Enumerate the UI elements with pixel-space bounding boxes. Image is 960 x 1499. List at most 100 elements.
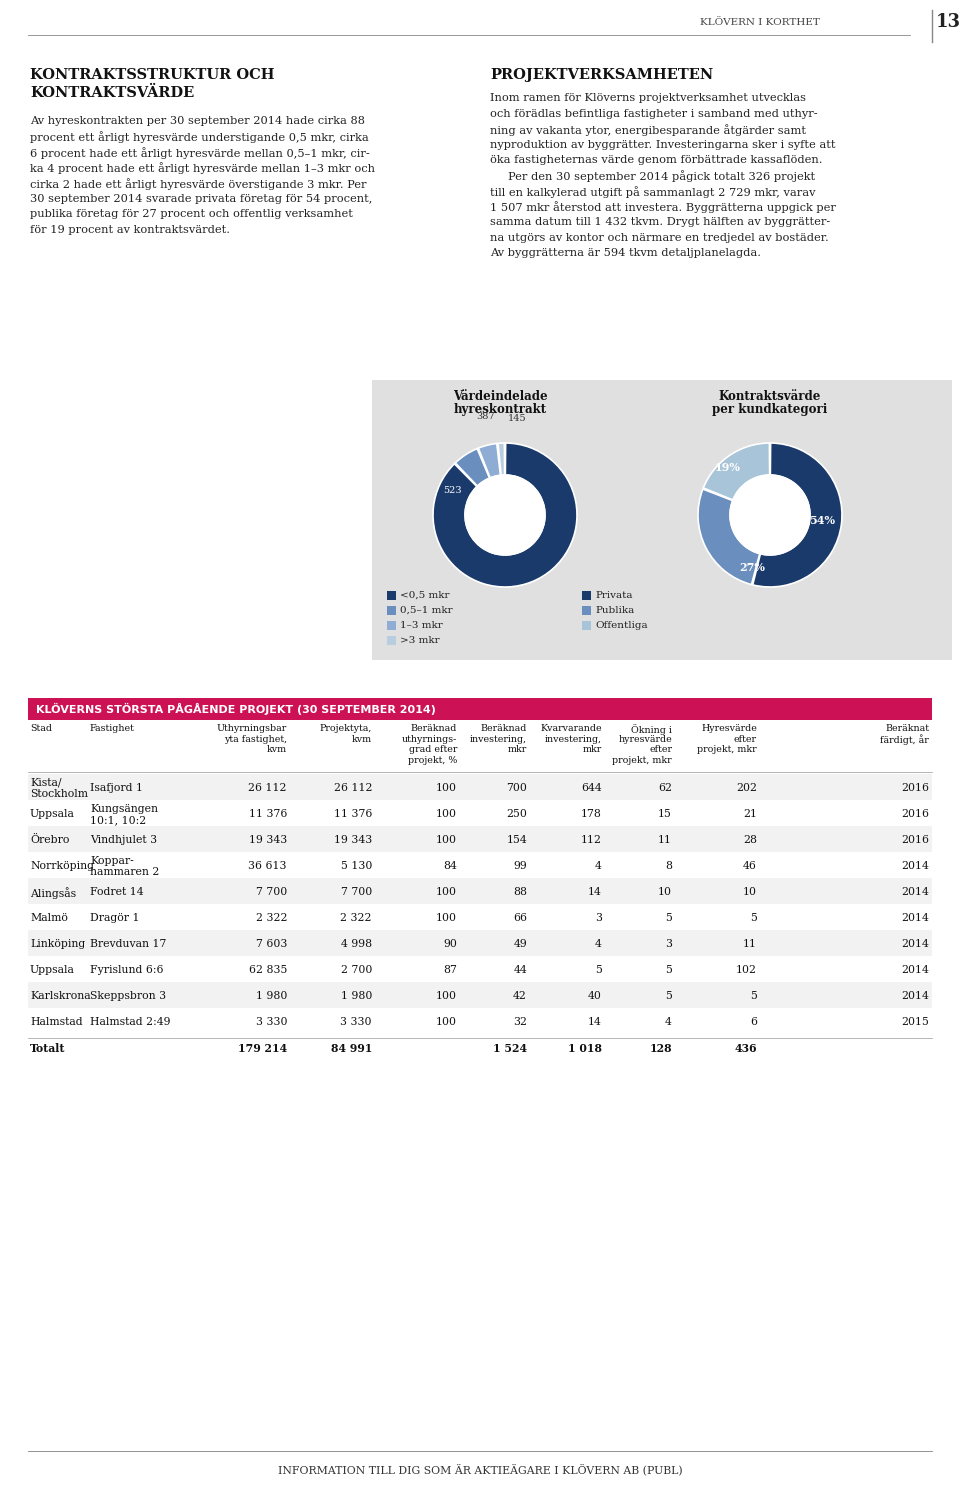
Text: 387: 387 — [476, 412, 495, 421]
Text: 21: 21 — [743, 809, 757, 820]
Text: 99: 99 — [514, 862, 527, 871]
Text: 100: 100 — [436, 835, 457, 845]
Text: 5: 5 — [665, 965, 672, 976]
Text: 87: 87 — [444, 965, 457, 976]
Text: projekt, mkr: projekt, mkr — [612, 755, 672, 764]
Text: 62: 62 — [658, 784, 672, 793]
Text: INFORMATION TILL DIG SOM ÄR AKTIEÄGARE I KLÖVERN AB (PUBL): INFORMATION TILL DIG SOM ÄR AKTIEÄGARE I… — [277, 1463, 683, 1475]
Text: 2 322: 2 322 — [341, 913, 372, 923]
Text: Stockholm: Stockholm — [30, 788, 88, 799]
Text: 26 112: 26 112 — [249, 784, 287, 793]
Text: 1 980: 1 980 — [255, 991, 287, 1001]
Text: 88: 88 — [513, 887, 527, 898]
Text: kvm: kvm — [267, 745, 287, 754]
Text: 6: 6 — [750, 1018, 757, 1027]
Text: 5: 5 — [665, 991, 672, 1001]
Text: Stad: Stad — [30, 724, 52, 733]
Text: 100: 100 — [436, 1018, 457, 1027]
Text: Privata: Privata — [595, 591, 633, 600]
Text: Kontraktsvärde: Kontraktsvärde — [719, 390, 821, 403]
Bar — [387, 606, 396, 615]
Text: 13: 13 — [935, 13, 960, 31]
Text: Koppar-: Koppar- — [90, 856, 133, 865]
Text: Karlskrona: Karlskrona — [30, 991, 90, 1001]
Bar — [387, 591, 396, 600]
Text: Per den 30 september 2014 pågick totalt 326 projekt: Per den 30 september 2014 pågick totalt … — [490, 171, 815, 183]
Text: Dragör 1: Dragör 1 — [90, 913, 139, 923]
Text: 10:1, 10:2: 10:1, 10:2 — [90, 815, 146, 824]
Text: 100: 100 — [436, 991, 457, 1001]
Text: 36 613: 36 613 — [249, 862, 287, 871]
Text: 2014: 2014 — [901, 991, 929, 1001]
Text: 2 700: 2 700 — [341, 965, 372, 976]
Text: Isafjord 1: Isafjord 1 — [90, 784, 143, 793]
Text: Inom ramen för Klöverns projektverksamhet utvecklas: Inom ramen för Klöverns projektverksamhe… — [490, 93, 806, 103]
Text: 100: 100 — [436, 784, 457, 793]
Text: 27%: 27% — [739, 562, 765, 573]
Text: 100: 100 — [436, 913, 457, 923]
Text: till en kalkylerad utgift på sammanlagt 2 729 mkr, varav: till en kalkylerad utgift på sammanlagt … — [490, 186, 815, 198]
Text: 4: 4 — [595, 940, 602, 949]
Text: Uppsala: Uppsala — [30, 965, 75, 976]
Text: Totalt: Totalt — [30, 1043, 65, 1054]
Text: procent ett årligt hyresvärde understigande 0,5 mkr, cirka: procent ett årligt hyresvärde understiga… — [30, 132, 369, 144]
Text: 2015: 2015 — [901, 1018, 929, 1027]
Text: 44: 44 — [514, 965, 527, 976]
Text: KONTRAKTSVÄRDE: KONTRAKTSVÄRDE — [30, 85, 194, 100]
Text: 10: 10 — [658, 887, 672, 898]
Text: 5: 5 — [750, 991, 757, 1001]
Text: yta fastighet,: yta fastighet, — [224, 735, 287, 744]
Text: investering,: investering, — [545, 735, 602, 744]
Text: 5: 5 — [595, 965, 602, 976]
Text: Skeppsbron 3: Skeppsbron 3 — [90, 991, 166, 1001]
Text: Uppsala: Uppsala — [30, 809, 75, 820]
Text: grad efter: grad efter — [409, 745, 457, 754]
Text: 523: 523 — [444, 486, 463, 495]
Text: 145: 145 — [508, 414, 527, 423]
Text: mkr: mkr — [583, 745, 602, 754]
Text: Fyrislund 6:6: Fyrislund 6:6 — [90, 965, 163, 976]
Bar — [28, 929, 932, 956]
Text: 26 112: 26 112 — [333, 784, 372, 793]
Text: 28: 28 — [743, 835, 757, 845]
Text: >3 mkr: >3 mkr — [400, 636, 440, 645]
Text: 1 507 mkr återstod att investera. Byggrätterna uppgick per: 1 507 mkr återstod att investera. Byggrä… — [490, 201, 836, 213]
Text: 84: 84 — [444, 862, 457, 871]
Text: 102: 102 — [736, 965, 757, 976]
Text: 90: 90 — [444, 940, 457, 949]
Text: 100: 100 — [436, 887, 457, 898]
Text: 7 700: 7 700 — [341, 887, 372, 898]
Text: ka 4 procent hade ett årligt hyresvärde mellan 1–3 mkr och: ka 4 procent hade ett årligt hyresvärde … — [30, 162, 375, 174]
Text: projekt, %: projekt, % — [408, 755, 457, 764]
Text: Norrköping: Norrköping — [30, 862, 94, 871]
Text: Ökning i: Ökning i — [631, 724, 672, 735]
Text: 100: 100 — [436, 809, 457, 820]
Text: Fodret 14: Fodret 14 — [90, 887, 144, 898]
Text: 700: 700 — [506, 784, 527, 793]
Text: samma datum till 1 432 tkvm. Drygt hälften av byggrätter-: samma datum till 1 432 tkvm. Drygt hälft… — [490, 217, 830, 226]
Text: 2014: 2014 — [901, 940, 929, 949]
Text: 2016: 2016 — [901, 784, 929, 793]
Text: 11: 11 — [743, 940, 757, 949]
Text: Uthyrningsbar: Uthyrningsbar — [217, 724, 287, 733]
Text: 3 330: 3 330 — [341, 1018, 372, 1027]
Bar — [387, 636, 396, 645]
Text: Värdeindelade: Värdeindelade — [453, 390, 547, 403]
Text: 1 980: 1 980 — [341, 991, 372, 1001]
Text: för 19 procent av kontraktsvärdet.: för 19 procent av kontraktsvärdet. — [30, 225, 230, 234]
Text: 5 130: 5 130 — [341, 862, 372, 871]
Wedge shape — [704, 444, 770, 501]
Bar — [28, 982, 932, 1007]
Text: Brevduvan 17: Brevduvan 17 — [90, 940, 166, 949]
Text: 1 018: 1 018 — [568, 1043, 602, 1054]
Text: 112: 112 — [581, 835, 602, 845]
Text: 7 700: 7 700 — [255, 887, 287, 898]
Text: 128: 128 — [649, 1043, 672, 1054]
Text: uthyrnings-: uthyrnings- — [401, 735, 457, 744]
Text: Örebro: Örebro — [30, 835, 69, 845]
Text: 19%: 19% — [715, 462, 741, 472]
Text: 7 547: 7 547 — [487, 531, 523, 544]
Text: färdigt, år: färdigt, år — [880, 735, 929, 745]
Bar — [28, 826, 932, 851]
Text: kvm: kvm — [352, 735, 372, 744]
